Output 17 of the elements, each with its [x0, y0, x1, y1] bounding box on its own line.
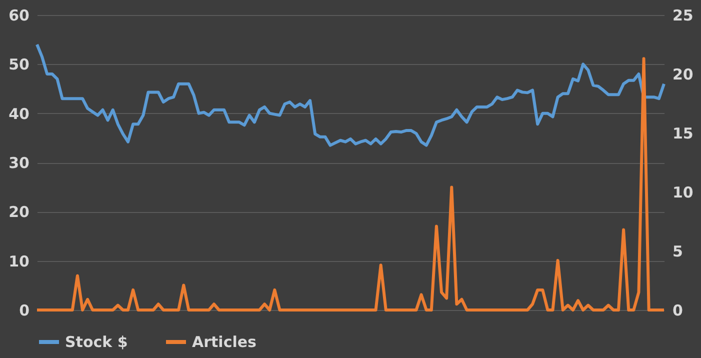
y-tick-label: 30 — [8, 154, 30, 172]
y-tick-label: 10 — [8, 252, 30, 270]
line-series — [36, 57, 666, 312]
y-tick-label: 60 — [8, 6, 30, 24]
y-tick-label: 20 — [8, 203, 30, 222]
y-tick-label: 0 — [19, 302, 30, 320]
line-series — [36, 43, 666, 147]
y2-tick-label: 20 — [672, 66, 694, 84]
legend-label: Stock $ — [65, 333, 128, 351]
y2-tick-label: 15 — [672, 124, 694, 142]
y2-tick-label: 5 — [672, 242, 683, 260]
y-tick-label: 40 — [8, 104, 30, 123]
y2-tick-label: 10 — [672, 184, 694, 202]
y-tick-label: 50 — [8, 56, 30, 74]
y2-tick-label: 0 — [672, 302, 683, 320]
legend-label: Articles — [192, 333, 257, 351]
y2-tick-label: 25 — [672, 6, 694, 24]
